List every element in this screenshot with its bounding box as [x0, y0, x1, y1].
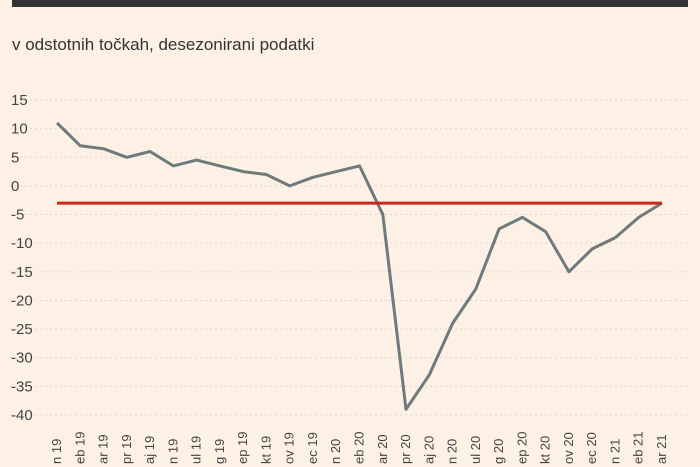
x-tick-label: kt 20	[538, 436, 553, 464]
y-tick-label: -25	[11, 321, 33, 338]
x-axis-ticks: n 19 eb 19 ar 19 pr 19 aj 19 n 19 ul 19 g 19 ep …	[49, 431, 669, 464]
grid-layer	[10, 99, 690, 416]
x-tick-label: n 20	[328, 439, 343, 464]
y-tick-label: -5	[11, 207, 24, 224]
x-tick-label: ep 20	[514, 431, 529, 464]
x-tick-label: n 21	[607, 439, 622, 464]
series-line	[55, 121, 663, 411]
y-tick-label: -35	[11, 378, 33, 395]
x-tick-label: ec 19	[305, 432, 320, 464]
x-tick-label: n 20	[445, 439, 460, 464]
x-tick-label: n 19	[165, 439, 180, 464]
x-tick-label: aj 20	[421, 436, 436, 464]
x-tick-label: eb 21	[631, 431, 646, 464]
x-tick-label: ul 20	[468, 436, 483, 464]
x-tick-label: ul 19	[189, 436, 204, 464]
y-tick-label: -40	[11, 407, 33, 424]
y-tick-label: 5	[11, 149, 19, 166]
chart-subtitle: v odstotnih točkah, desezonirani podatki	[12, 35, 315, 54]
top-bar	[12, 0, 688, 7]
x-tick-label: n 19	[49, 439, 64, 464]
x-tick-label: pr 19	[119, 434, 134, 464]
x-tick-label: eb 19	[72, 431, 87, 464]
y-tick-label: -10	[11, 235, 33, 252]
x-tick-label: pr 20	[398, 434, 413, 464]
x-tick-label: aj 19	[142, 436, 157, 464]
x-tick-label: ep 19	[235, 431, 250, 464]
x-tick-label: ar 19	[96, 434, 111, 464]
y-axis-ticks: 15 10 5 0 -5 -10 -15 -20 -25 -30 -35 -40	[11, 92, 33, 424]
x-tick-label: ec 20	[584, 432, 599, 464]
y-tick-label: 10	[11, 121, 28, 138]
y-tick-label: -20	[11, 292, 33, 309]
y-tick-label: 0	[11, 178, 19, 195]
y-tick-label: -30	[11, 350, 33, 367]
series-layer	[55, 121, 663, 411]
x-tick-label: ov 19	[282, 432, 297, 464]
x-tick-label: eb 20	[352, 431, 367, 464]
x-tick-label: ov 20	[561, 432, 576, 464]
x-tick-label: ar 21	[654, 434, 669, 464]
y-tick-label: -15	[11, 264, 33, 281]
x-tick-label: ar 20	[375, 434, 390, 464]
x-tick-label: g 20	[491, 439, 506, 464]
y-tick-label: 15	[11, 92, 28, 109]
x-tick-label: g 19	[212, 439, 227, 464]
x-tick-label: kt 19	[258, 436, 273, 464]
